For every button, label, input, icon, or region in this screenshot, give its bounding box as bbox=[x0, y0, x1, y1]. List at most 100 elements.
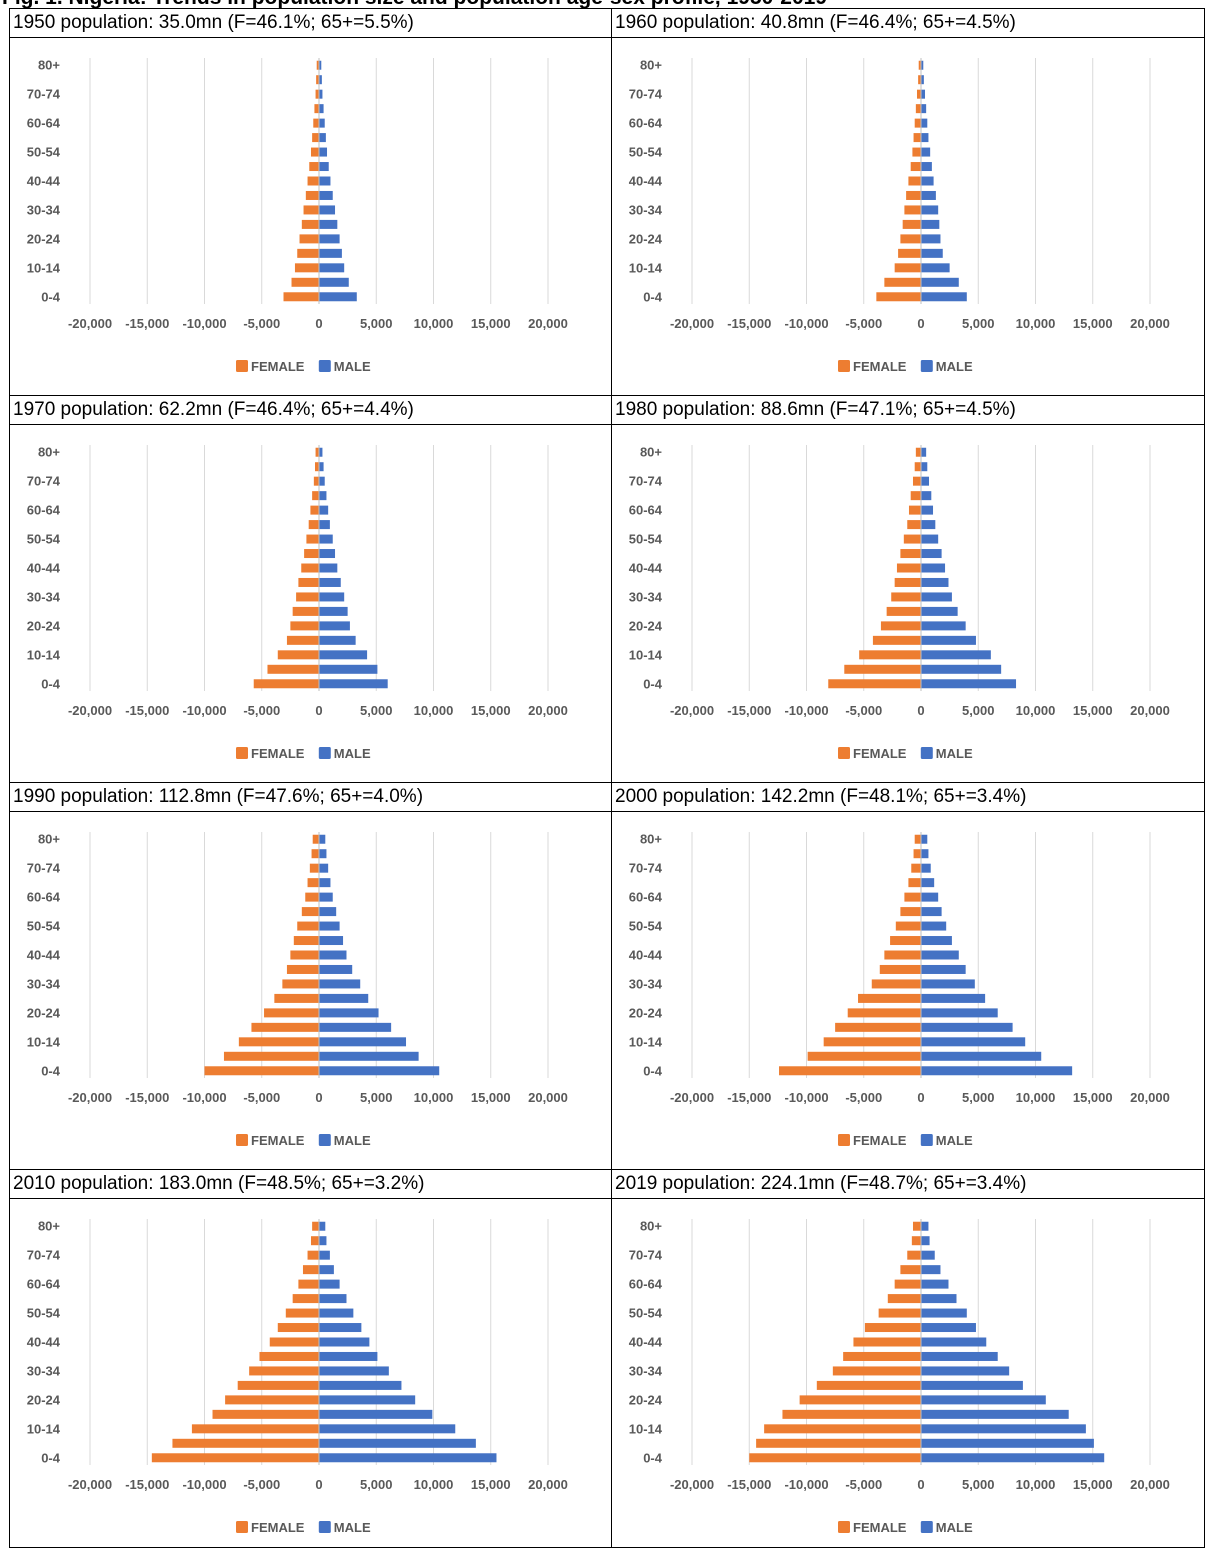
female-bar bbox=[283, 292, 319, 302]
female-bar bbox=[312, 491, 319, 501]
y-tick-label: 10-14 bbox=[629, 260, 663, 275]
female-bar bbox=[267, 664, 319, 674]
female-bar bbox=[306, 534, 319, 544]
y-tick-label: 40-44 bbox=[27, 561, 61, 576]
male-bar bbox=[319, 950, 347, 960]
female-bar bbox=[316, 60, 319, 70]
chart-panel: 1990 population: 112.8mn (F=47.6%; 65+=4… bbox=[10, 783, 612, 1170]
female-bar bbox=[238, 1037, 319, 1047]
male-bar bbox=[319, 921, 340, 931]
female-bar bbox=[916, 89, 921, 99]
legend: FEMALE MALE bbox=[838, 359, 973, 374]
male-bar bbox=[921, 520, 936, 530]
legend-label-female: FEMALE bbox=[853, 1520, 907, 1535]
y-tick-label: 20-24 bbox=[629, 1392, 663, 1407]
population-pyramid: 0-4 10-14 20-24 30-34 40-44 50-54 60-64 70-74 80… bbox=[629, 58, 1170, 374]
male-bar bbox=[921, 664, 1002, 674]
male-bar bbox=[921, 849, 929, 859]
female-bar bbox=[799, 1395, 921, 1405]
legend-label-male: MALE bbox=[334, 1133, 371, 1148]
chart-caption: 1960 population: 40.8mn (F=46.4%; 65+=4.… bbox=[612, 9, 1204, 38]
male-bar bbox=[319, 1395, 416, 1405]
x-tick-label: -5,000 bbox=[845, 316, 882, 331]
male-bar bbox=[319, 520, 330, 530]
male-bar bbox=[319, 89, 323, 99]
male-bar bbox=[319, 679, 388, 689]
male-bar bbox=[921, 147, 931, 157]
female-bar bbox=[835, 1022, 921, 1032]
female-bar bbox=[292, 1294, 319, 1304]
x-tick-label: -10,000 bbox=[182, 1090, 226, 1105]
male-bar bbox=[921, 563, 946, 573]
x-tick-label: -10,000 bbox=[784, 1090, 828, 1105]
male-bar bbox=[921, 964, 966, 974]
female-bar bbox=[286, 964, 319, 974]
male-bar bbox=[921, 162, 932, 172]
x-tick-label: 5,000 bbox=[360, 703, 393, 718]
legend-label-male: MALE bbox=[936, 1133, 973, 1148]
female-bar bbox=[779, 1066, 921, 1076]
female-bar bbox=[918, 75, 921, 85]
legend-swatch-male bbox=[920, 747, 933, 759]
male-bar bbox=[319, 892, 333, 902]
legend-swatch-male bbox=[318, 1521, 331, 1533]
x-tick-label: 15,000 bbox=[471, 1477, 511, 1492]
y-tick-label: 80+ bbox=[640, 445, 662, 460]
x-tick-label: 15,000 bbox=[1073, 1477, 1113, 1492]
legend: FEMALE MALE bbox=[236, 746, 371, 761]
female-bar bbox=[894, 577, 921, 587]
male-bar bbox=[921, 205, 939, 215]
x-tick-label: -15,000 bbox=[727, 1090, 771, 1105]
male-bar bbox=[319, 1323, 362, 1333]
y-tick-label: 0-4 bbox=[41, 676, 61, 691]
x-tick-label: -10,000 bbox=[182, 1477, 226, 1492]
female-bar bbox=[886, 606, 921, 616]
x-tick-label: -20,000 bbox=[68, 703, 112, 718]
y-tick-label: 50-54 bbox=[27, 919, 61, 934]
female-bar bbox=[264, 1008, 319, 1018]
male-bar bbox=[921, 863, 931, 873]
male-bar bbox=[319, 549, 336, 559]
female-bar bbox=[912, 147, 921, 157]
female-bar bbox=[277, 1323, 319, 1333]
male-bar bbox=[319, 592, 345, 602]
x-tick-label: -20,000 bbox=[670, 1090, 714, 1105]
male-bar bbox=[921, 1294, 957, 1304]
female-bar bbox=[904, 892, 921, 902]
female-bar bbox=[296, 592, 319, 602]
y-tick-label: 0-4 bbox=[643, 1063, 663, 1078]
female-bar bbox=[898, 248, 921, 258]
male-bar bbox=[921, 1409, 1069, 1419]
male-bar bbox=[319, 1308, 354, 1318]
female-bar bbox=[293, 936, 319, 946]
male-bar bbox=[921, 878, 935, 888]
male-bar bbox=[319, 1022, 392, 1032]
x-tick-label: 0 bbox=[917, 316, 924, 331]
female-bar bbox=[913, 849, 921, 859]
male-bar bbox=[921, 1066, 1073, 1076]
x-tick-label: -15,000 bbox=[125, 1090, 169, 1105]
x-tick-label: -10,000 bbox=[182, 703, 226, 718]
y-tick-label: 10-14 bbox=[27, 1421, 61, 1436]
male-bar bbox=[319, 993, 369, 1003]
male-bar bbox=[319, 849, 327, 859]
y-tick-label: 50-54 bbox=[629, 1306, 663, 1321]
y-tick-label: 70-74 bbox=[629, 1248, 663, 1263]
legend-label-male: MALE bbox=[334, 359, 371, 374]
female-bar bbox=[884, 950, 921, 960]
female-bar bbox=[311, 849, 319, 859]
female-bar bbox=[749, 1453, 921, 1463]
female-bar bbox=[918, 60, 921, 70]
male-bar bbox=[921, 1366, 1010, 1376]
male-bar bbox=[319, 104, 324, 114]
x-tick-label: 10,000 bbox=[1016, 1477, 1056, 1492]
male-bar bbox=[921, 979, 975, 989]
male-bar bbox=[921, 277, 959, 287]
y-tick-label: 40-44 bbox=[27, 1335, 61, 1350]
male-bar bbox=[921, 621, 966, 631]
female-bar bbox=[301, 219, 319, 229]
male-bar bbox=[319, 650, 368, 660]
male-bar bbox=[921, 907, 942, 917]
female-bar bbox=[309, 162, 319, 172]
legend-swatch-male bbox=[920, 360, 933, 372]
